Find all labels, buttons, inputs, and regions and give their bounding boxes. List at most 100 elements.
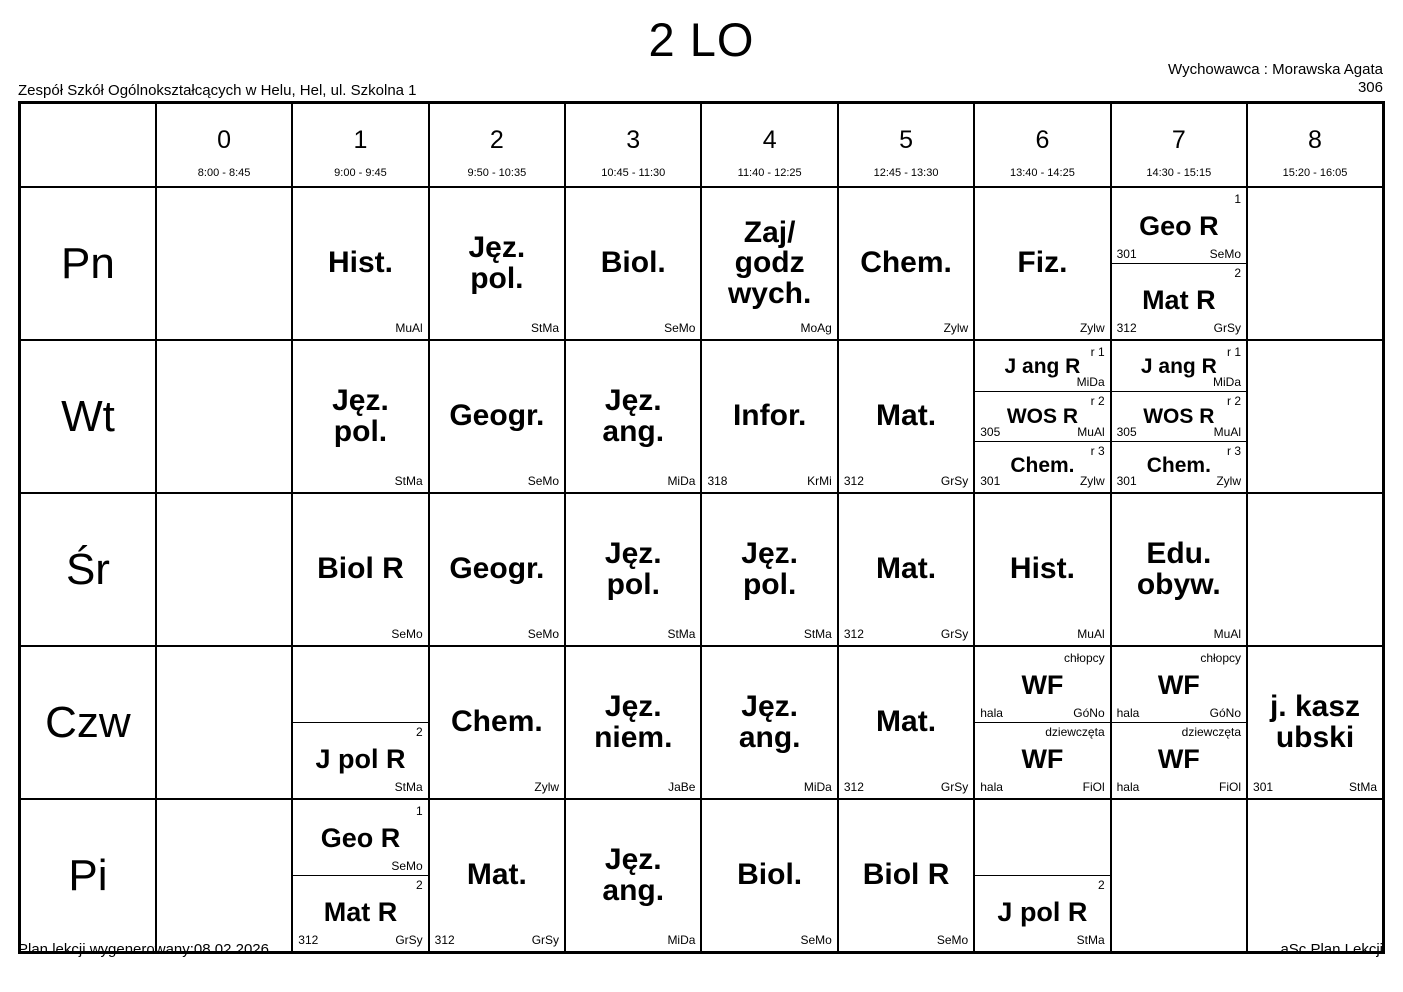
lesson-subject: j. kasz ubski	[1269, 689, 1361, 754]
timetable-cell: Biol. SeMo	[700, 798, 839, 954]
lesson-group: r 3	[1090, 443, 1105, 458]
lesson-teacher: Zylw	[1079, 473, 1105, 488]
timetable-cell: Infor. 318 KrMi	[700, 339, 839, 494]
school-name: Zespół Szkół Ogólnokształcących w Helu, …	[18, 82, 417, 99]
lesson: Jęz. niem. JaBe	[566, 649, 700, 796]
cell-box: Jęz. ang. MiDa	[566, 802, 700, 949]
lesson-teacher: SeMo	[391, 627, 423, 641]
timetable-cell: Jęz. ang. MiDa	[564, 798, 703, 954]
lesson-room: 305	[1116, 424, 1137, 439]
cell-box: Infor. 318 KrMi	[702, 343, 836, 490]
lesson-subject: WF	[1157, 743, 1200, 774]
lesson: Edu. obyw. MuAl	[1112, 496, 1246, 643]
cell-box: Zaj/ godz wych. MoAg	[702, 190, 836, 337]
timetable-cell: Biol R SeMo	[836, 798, 976, 954]
lesson: Infor. 318 KrMi	[702, 343, 836, 490]
lesson-room: 318	[707, 474, 728, 488]
lesson: j. kasz ubski 301 StMa	[1248, 649, 1382, 796]
period-header: 3 10:45 - 11:30	[564, 101, 703, 188]
cell-box: Biol. SeMo	[566, 190, 700, 337]
lesson-subject: Infor.	[732, 399, 807, 433]
timetable-cell: Geogr. SeMo	[427, 492, 567, 647]
cell-box: Geogr. SeMo	[430, 343, 564, 490]
cell-box: chłopcy WF hala GóNo dziewczęta WF hala FiOl	[975, 649, 1110, 796]
corner-cell	[18, 101, 157, 188]
cell-box: Mat. 312 GrSy	[839, 649, 973, 796]
lesson-teacher: GóNo	[1209, 706, 1242, 720]
timetable-cell: Geogr. SeMo	[427, 339, 567, 494]
timetable-body: Pn Hist. MuAl Jęz. pol. StMa Biol. SeMo Zaj/ go…	[18, 186, 1385, 954]
lesson-subject: Biol.	[737, 858, 803, 892]
cell-box: Jęz. pol. StMa	[702, 496, 836, 643]
period-header: 6 13:40 - 14:25	[973, 101, 1112, 188]
cell-box: 2 J pol R StMa	[293, 649, 428, 796]
lesson-room: 312	[1116, 321, 1137, 335]
lesson: r 3 Chem. 301 Zylw	[975, 440, 1110, 490]
lesson: dziewczęta WF hala FiOl	[975, 722, 1110, 796]
lesson-teacher: GrSy	[940, 780, 969, 794]
empty-cell	[154, 339, 294, 494]
timetable-cell: Mat. 312 GrSy	[836, 492, 976, 647]
lesson-subject: WF	[1021, 669, 1064, 700]
lesson-teacher: SeMo	[664, 321, 696, 335]
lesson-teacher: GrSy	[395, 933, 423, 947]
empty-cell	[154, 798, 294, 954]
lesson: chłopcy WF hala GóNo	[975, 649, 1109, 722]
lesson-teacher: StMa	[394, 780, 423, 794]
period-time: 8:00 - 8:45	[197, 167, 251, 179]
lesson-group: 2	[415, 878, 423, 892]
lesson: Chem. Zylw	[839, 190, 973, 337]
lesson-teacher: StMa	[531, 321, 560, 335]
period-header: 4 11:40 - 12:25	[700, 101, 839, 188]
timetable-cell: Biol R SeMo	[291, 492, 430, 647]
timetable-cell: 2 J pol R StMa	[973, 798, 1112, 954]
lesson-teacher: StMa	[803, 627, 832, 641]
cell-box: 1 Geo R 301 SeMo 2 Mat R 312 GrSy	[1111, 190, 1247, 337]
lesson: Jęz. ang. MiDa	[702, 649, 836, 796]
lesson-subject: Mat R	[323, 896, 398, 927]
day-label: Wt	[18, 339, 157, 494]
cell-box: chłopcy WF hala GóNo dziewczęta WF hala FiOl	[1111, 649, 1247, 796]
period-time: 10:45 - 11:30	[601, 167, 666, 179]
lesson-subject: Mat.	[466, 858, 527, 892]
period-header-box: 6 13:40 - 14:25	[975, 104, 1109, 186]
lesson-subject: J pol R	[997, 896, 1088, 927]
lesson-group: 2	[415, 725, 423, 739]
day-label: Śr	[18, 492, 157, 647]
lesson-subject: Jęz. pol.	[332, 383, 389, 448]
lesson-room: 312	[298, 933, 319, 947]
lesson-teacher: SeMo	[1209, 247, 1242, 261]
lesson-subject: Jęz. pol.	[741, 536, 798, 601]
period-time: 13:40 - 14:25	[1010, 167, 1075, 179]
lesson: 1 Geo R 301 SeMo	[1112, 190, 1246, 263]
lesson-subject: Fiz.	[1017, 246, 1068, 280]
lesson-room: 301	[1253, 780, 1274, 794]
timetable: 0 8:00 - 8:45 1 9:00 - 9:45 2 9:50 - 10:35 3 10…	[18, 101, 1385, 954]
timetable-cell: j. kasz ubski 301 StMa	[1246, 645, 1385, 800]
cell-box: Mat. 312 GrSy	[430, 802, 564, 949]
lesson-teacher: MuAl	[1213, 627, 1242, 641]
generated-date: Plan lekcji wygenerowany:08.02.2026	[18, 941, 269, 958]
timetable-cell: Jęz. ang. MiDa	[564, 339, 703, 494]
lesson-room: 312	[434, 933, 455, 947]
cell-box: Jęz. pol. StMa	[430, 190, 564, 337]
lesson-subject: Biol R	[862, 858, 950, 892]
tutor-line: Wychowawca : Morawska Agata	[1168, 61, 1383, 78]
period-number: 8	[1308, 125, 1322, 154]
lesson-group: dziewczęta	[1045, 725, 1105, 739]
timetable-cell: r 1 J ang R MiDa r 2 WOS R 305 MuAl r 3 Chem. 301…	[973, 339, 1112, 494]
lesson-group: chłopcy	[1063, 651, 1105, 665]
lesson: Geogr. SeMo	[430, 496, 564, 643]
period-header-row: 0 8:00 - 8:45 1 9:00 - 9:45 2 9:50 - 10:35 3 10…	[18, 101, 1385, 188]
period-time: 9:00 - 9:45	[334, 167, 387, 179]
cell-box: Biol R SeMo	[293, 496, 427, 643]
day-row: Pi 1 Geo R SeMo 2 Mat R 312 GrSy Mat. 312 GrSy Jęz.…	[18, 798, 1385, 954]
lesson-room: hala	[980, 706, 1003, 720]
timetable-cell: 2 J pol R StMa	[291, 645, 430, 800]
lesson: Mat. 312 GrSy	[839, 649, 973, 796]
lesson-group: r 2	[1090, 394, 1105, 409]
lesson-teacher: Zylw	[1216, 473, 1242, 488]
lesson-room: hala	[1116, 706, 1140, 720]
period-header-box: 5 12:45 - 13:30	[839, 104, 973, 186]
cell-box: Jęz. ang. MiDa	[566, 343, 700, 490]
